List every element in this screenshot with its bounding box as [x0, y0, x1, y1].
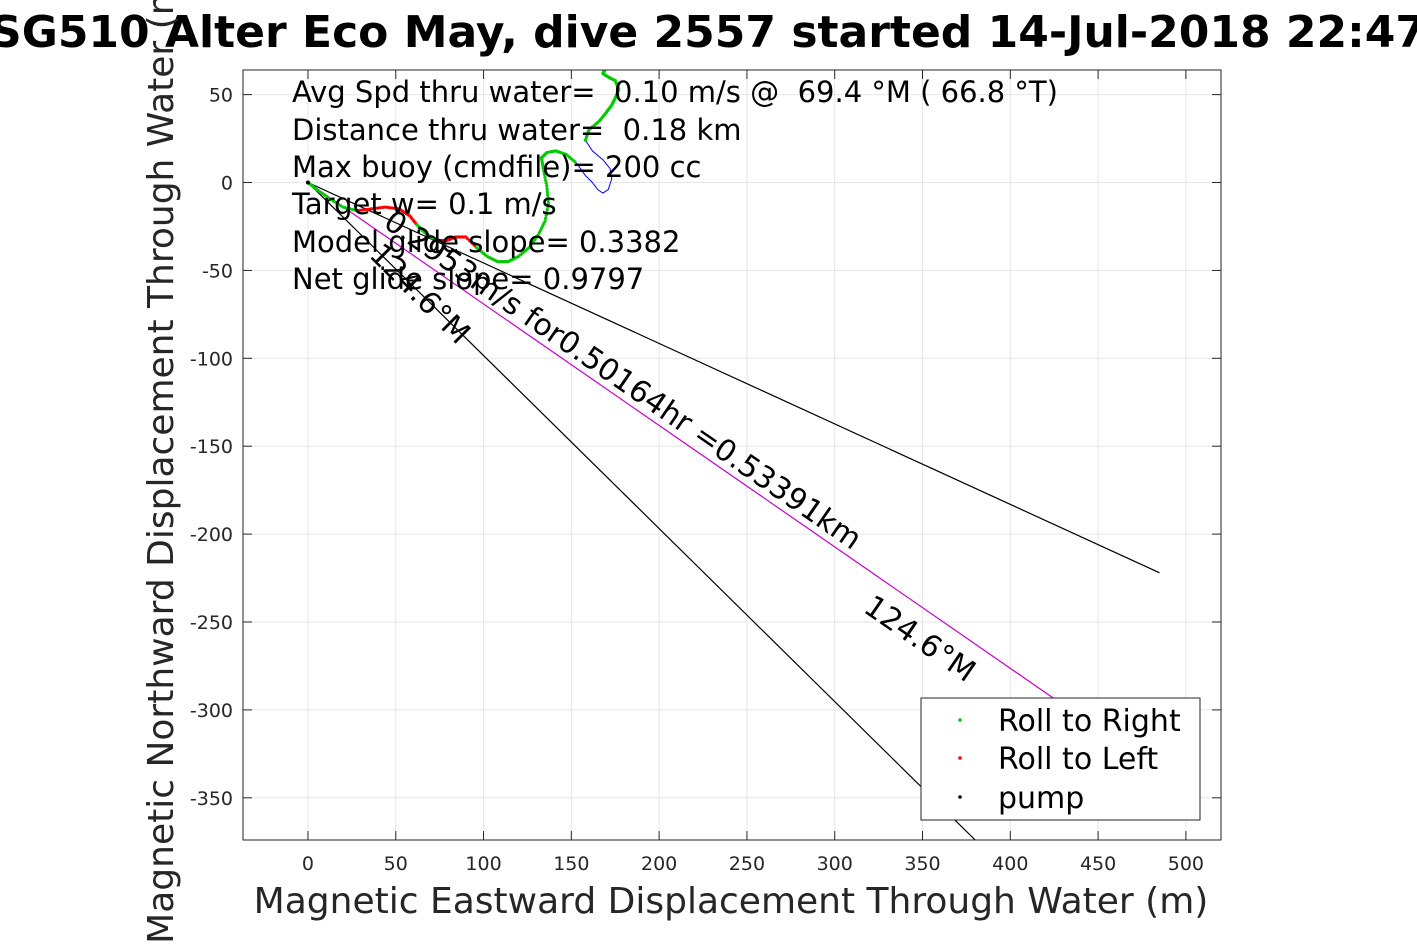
roll-left-point [367, 207, 371, 211]
legend-box [920, 697, 1201, 821]
x-tick-label: 500 [1168, 853, 1204, 875]
roll-left-point [378, 206, 383, 210]
roll-right-point [329, 198, 333, 202]
y-tick-label: -50 [202, 260, 233, 282]
legend-marker-pump [958, 795, 962, 799]
lines [307, 181, 1160, 840]
y-tick-label: -350 [190, 788, 233, 810]
roll-right-point [336, 202, 340, 206]
legend-label-roll-left: Roll to Left [998, 742, 1158, 777]
roll-right-point [545, 207, 549, 212]
pump-point [608, 64, 612, 68]
roll-right-point [544, 216, 548, 220]
roll-right-point [541, 224, 545, 228]
roll-right-point [350, 207, 354, 212]
x-axis-label: Magnetic Eastward Displacement Through W… [254, 881, 1209, 922]
chart-title: SG510 Alter Eco May, dive 2557 started 1… [0, 7, 1417, 58]
x-tick-label: 50 [384, 853, 408, 875]
roll-right-point [327, 196, 331, 200]
pump-point [305, 180, 310, 185]
roll-left-point [395, 207, 399, 211]
x-tick-label: 400 [992, 853, 1028, 875]
annotations: Avg Spd thru water= 0.10 m/s @ 69.4 °M (… [291, 75, 1058, 296]
roll-right-point [542, 169, 546, 173]
roll-right-point [573, 160, 577, 164]
roll-right-point [545, 184, 549, 188]
roll-right-point [544, 213, 548, 217]
legend-label-pump: pump [998, 781, 1084, 816]
roll-right-point [546, 202, 551, 206]
roll-right-point [546, 204, 550, 209]
roll-right-point [606, 67, 609, 70]
roll-right-point [545, 187, 549, 191]
roll-right-point [608, 66, 611, 69]
x-tick-label: 150 [553, 853, 589, 875]
x-tick-label: 450 [1080, 853, 1116, 875]
roll-left-point [390, 206, 394, 210]
y-tick-label: -250 [190, 612, 233, 634]
roll-right-point [546, 199, 550, 203]
x-tick-label: 350 [904, 853, 940, 875]
legend-label-roll-right: Roll to Right [998, 704, 1181, 739]
roll-left-point [371, 207, 376, 211]
roll-right-point [339, 204, 343, 208]
legend-marker-roll-left [958, 756, 962, 760]
roll-right-point [334, 201, 338, 205]
roll-left-point [383, 205, 387, 209]
roll-right-point [546, 196, 550, 200]
roll-right-point [543, 219, 547, 223]
y-tick-label: 50 [209, 85, 233, 107]
roll-left-point [357, 208, 362, 212]
course-line [307, 182, 1059, 702]
roll-left-point [355, 209, 359, 213]
x-tick-label: 200 [641, 853, 677, 875]
roll-right-point [543, 175, 547, 179]
y-tick-label: -150 [190, 436, 233, 458]
roll-right-point [538, 229, 542, 233]
x-tick-label: 0 [302, 853, 314, 875]
x-tick-label: 250 [729, 853, 765, 875]
plot-frame [242, 69, 1222, 841]
annotation-net-glide-slope: Net glide slope= 0.9797 [292, 262, 644, 296]
roll-right-point [544, 181, 548, 185]
heading-line [307, 182, 976, 840]
annotation-avg-speed: Avg Spd thru water= 0.10 m/s @ 69.4 °M (… [292, 75, 1058, 109]
heading-line [307, 181, 1160, 574]
roll-right-point [546, 193, 550, 197]
y-tick-label: 0 [221, 173, 233, 195]
roll-right-point [607, 66, 610, 69]
track [305, 64, 621, 264]
x-tick-label: 300 [817, 853, 853, 875]
roll-right-point [545, 210, 549, 214]
y-tick-label: -300 [190, 700, 233, 722]
ticks: 0 50 100 150 200 250 300 350 400 450 500500-50-100… [190, 70, 1221, 875]
roll-right-point [536, 233, 540, 237]
roll-right-point [544, 178, 548, 182]
legend-marker-roll-right [958, 718, 962, 722]
roll-right-point [332, 199, 336, 203]
annotation-model-glide-slope: Model glide slope= 0.3382 [292, 225, 680, 259]
roll-right-point [343, 206, 347, 210]
annotation-target-w: Target w= 0.1 m/s [291, 187, 557, 221]
roll-right-point [542, 172, 547, 176]
y-tick-label: -200 [190, 524, 233, 546]
legend: Roll to Right Roll to Left pump [920, 697, 1201, 821]
roll-right-point [545, 190, 549, 194]
annotation-max-buoy: Max buoy (cmdfile)= 200 cc [292, 150, 701, 184]
y-tick-label: -100 [190, 348, 233, 370]
x-tick-label: 100 [465, 853, 501, 875]
roll-left-point [360, 208, 364, 212]
y-axis-label: Magnetic Northward Displacement Through … [141, 0, 182, 944]
annotation-distance: Distance thru water= 0.18 km [292, 113, 742, 147]
roll-right-point [604, 70, 608, 71]
